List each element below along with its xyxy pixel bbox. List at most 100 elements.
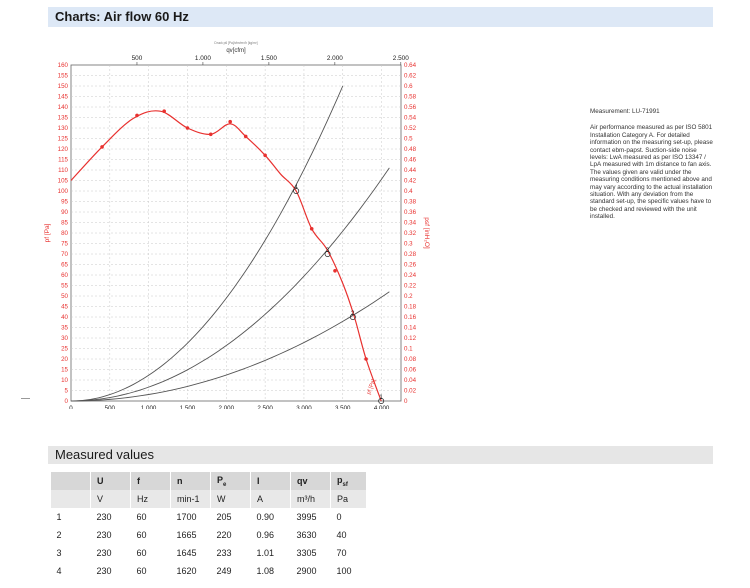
x-tick-label: 2.000: [219, 405, 235, 409]
table-cell: 0.90: [250, 508, 291, 526]
y2-tick-label: 0.34: [404, 220, 417, 227]
table-cell: 70: [330, 544, 366, 562]
operating-point-marker: [349, 314, 356, 320]
y-tick-label: 20: [61, 356, 68, 363]
y-tick-label: 120: [58, 146, 69, 153]
table-cell: 40: [330, 526, 366, 544]
y-tick-label: 115: [58, 157, 68, 164]
y2-tick-label: 0.42: [404, 178, 417, 185]
y2-tick-label: 0.5: [404, 136, 413, 143]
y2-tick-label: 0.46: [404, 157, 417, 164]
y-tick-label: 110: [58, 167, 68, 174]
operating-point-marker: [378, 398, 385, 404]
y-tick-label: 35: [61, 325, 68, 332]
y-tick-label: 125: [58, 136, 69, 143]
y2-tick-label: 0.02: [404, 388, 417, 395]
table-cell: 1: [50, 508, 91, 526]
table-row: 2 230 60 1665 220 0.96 3630 40: [50, 526, 366, 544]
psf-letter: p: [337, 474, 343, 485]
y-tick-label: 140: [58, 104, 69, 111]
y-tick-label: 95: [61, 199, 68, 206]
table-cell: 0.96: [250, 526, 291, 544]
unit-cell: min-1: [170, 490, 211, 508]
y2-tick-label: 0.44: [404, 167, 417, 174]
x-tick-label: 1.500: [180, 405, 196, 409]
y-tick-label: 105: [58, 178, 69, 185]
y2-tick-label: 0.24: [404, 272, 417, 279]
y2-tick-label: 0.06: [404, 367, 417, 374]
unit-cell: [50, 490, 91, 508]
y2-tick-label: 0.4: [404, 188, 413, 195]
table-cell: 60: [130, 544, 171, 562]
operating-point-label: 3: [326, 247, 330, 254]
pe-letter: P: [217, 474, 224, 485]
system-curve-2: [70, 167, 390, 402]
y-tick-label: 25: [61, 346, 68, 353]
header-cell-u: U: [90, 472, 131, 490]
unit-cell: W: [210, 490, 251, 508]
table-cell: 1620: [170, 562, 211, 580]
measurement-id: Measurement: LU-71991: [590, 108, 660, 115]
y-tick-label: 70: [61, 251, 68, 258]
operating-point-label: 4: [294, 184, 298, 191]
y-tick-label: 145: [58, 94, 69, 101]
unit-cell: V: [90, 490, 131, 508]
y2-tick-label: 0.12: [404, 335, 417, 342]
operating-point-marker: [293, 188, 300, 194]
y-tick-label: 135: [58, 115, 69, 122]
table-cell: 0: [330, 508, 366, 526]
y2-tick-label: 0.3: [404, 241, 413, 248]
y2-tick-label: 0.32: [404, 230, 417, 237]
fan-curve-marker: [208, 132, 213, 137]
measurement-description: Air performance measured as per ISO 5801…: [590, 124, 713, 221]
table-cell: 60: [130, 508, 171, 526]
table-cell: 1665: [170, 526, 211, 544]
table-cell: 230: [90, 562, 131, 580]
fan-curve-marker: [333, 269, 337, 273]
y2-tick-label: 0.64: [404, 62, 417, 69]
y2-tick-label: 0.38: [404, 199, 417, 206]
fan-curve-marker: [228, 119, 232, 124]
y-tick-label: 55: [61, 283, 68, 290]
psf-subscript: sf: [342, 481, 348, 488]
y-tick-label: 90: [61, 209, 68, 216]
y2-tick-label: 0.54: [404, 115, 417, 122]
y2-tick-label: 0.48: [404, 146, 417, 153]
y2-tick-label: 0.6: [404, 83, 413, 90]
table-cell: 3995: [290, 508, 331, 526]
x-tick-label: 4.000: [374, 405, 390, 409]
table-cell: 60: [130, 562, 171, 580]
table-cell: 230: [90, 544, 131, 562]
header-cell: [50, 472, 91, 490]
top-tick-label: 500: [132, 55, 143, 62]
y2-tick-label: 0.56: [404, 104, 417, 111]
table-cell: 1.01: [250, 544, 291, 562]
y2-tick-label: 0.14: [404, 325, 417, 332]
table-cell: 3305: [290, 544, 331, 562]
table-row: 1 230 60 1700 205 0.90 3995 0: [50, 508, 366, 526]
fan-curve-marker: [309, 227, 314, 231]
table-cell: 220: [210, 526, 251, 544]
top-tick-label: 2.000: [327, 55, 343, 62]
table-cell: 230: [90, 508, 131, 526]
unit-cell: Pa: [330, 490, 366, 508]
header-cell-psf: psf: [330, 472, 366, 490]
table-cell: 2900: [290, 562, 331, 580]
y2-tick-label: 0.22: [404, 283, 417, 290]
pe-subscript: e: [223, 481, 227, 488]
y-tick-label: 30: [61, 335, 68, 342]
unit-cell: A: [250, 490, 291, 508]
x-tick-label: 2.500: [257, 405, 273, 409]
table-cell: 249: [210, 562, 251, 580]
header-cell-n: n: [170, 472, 211, 490]
y2-tick-label: 0.52: [404, 125, 417, 132]
operating-point-label: 2: [351, 310, 355, 317]
measured-values-table: U f n Pe I qv psf V Hz min-1 W A m³/h Pa…: [50, 472, 366, 580]
y2-tick-label: 0.2: [404, 293, 413, 300]
table-cell: 1700: [170, 508, 211, 526]
table-cell: 230: [90, 526, 131, 544]
table-cell: 1.08: [250, 562, 291, 580]
table-row: 3 230 60 1645 233 1.01 3305 70: [50, 544, 366, 562]
header-cell-pe: Pe: [210, 472, 251, 490]
